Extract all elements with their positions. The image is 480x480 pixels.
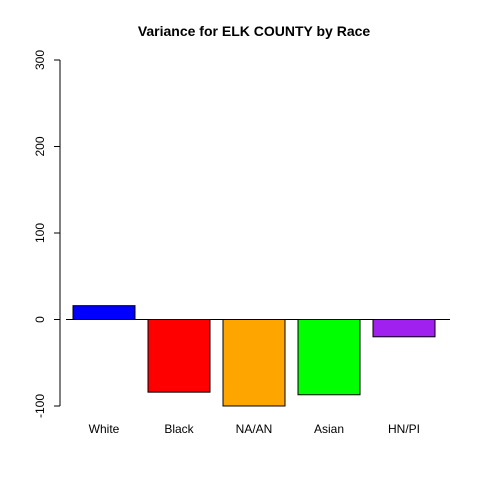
category-label: NA/AN <box>236 422 273 436</box>
category-label: Black <box>164 422 194 436</box>
y-tick-label: -100 <box>33 394 47 418</box>
bar-na-an <box>222 319 286 407</box>
bar-white <box>72 305 136 321</box>
y-tick-label: 100 <box>33 223 47 243</box>
category-label: Asian <box>314 422 344 436</box>
category-label: White <box>89 422 120 436</box>
y-tick-label: 200 <box>33 136 47 156</box>
y-axis: -100 0 100 200 300 <box>33 50 61 418</box>
chart-title: Variance for ELK COUNTY by Race <box>138 23 371 39</box>
bar-hn-pi <box>372 319 436 338</box>
category-labels: White Black NA/AN Asian HN/PI <box>89 422 420 436</box>
category-label: HN/PI <box>388 422 420 436</box>
y-tick-label: 0 <box>33 316 47 323</box>
bars <box>66 305 450 407</box>
bar-black <box>147 319 211 393</box>
y-tick-label: 300 <box>33 50 47 70</box>
bar-asian <box>297 319 361 396</box>
